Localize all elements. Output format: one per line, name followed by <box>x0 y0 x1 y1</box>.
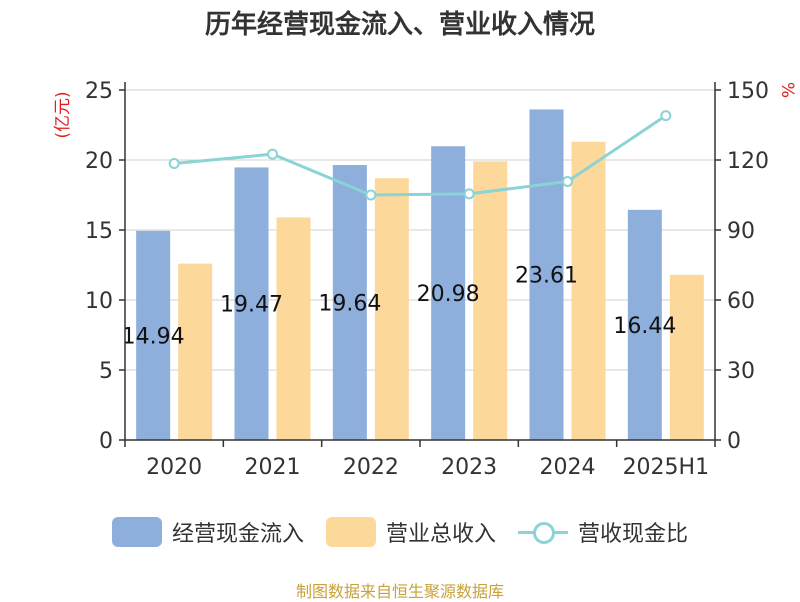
ratio-point-2024 <box>562 175 573 187</box>
right-axis-tick-label: 90 <box>727 219 755 244</box>
legend-label-ratio: 营收现金比 <box>578 522 689 547</box>
x-axis-tick-label: 2023 <box>441 455 497 480</box>
left-axis-tick-label: 20 <box>85 149 113 174</box>
data-label-cash-inflow-2022: 19.64 <box>318 292 381 317</box>
bar-revenue-2023 <box>473 161 508 440</box>
right-axis-title: % <box>777 82 797 98</box>
x-axis-tick-label: 2025H1 <box>623 455 710 480</box>
ratio-point-2021 <box>267 148 278 160</box>
left-axis-title: (亿元) <box>53 91 73 138</box>
ratio-line <box>174 114 667 197</box>
data-label-cash-inflow-2025H1: 16.44 <box>613 314 676 339</box>
right-axis-tick-label: 30 <box>727 359 755 384</box>
data-label-cash-inflow-2021: 19.47 <box>220 293 283 318</box>
bar-cash-inflow-2024 <box>529 109 564 441</box>
chart-title: 历年经营现金流入、营业收入情况 <box>204 10 595 40</box>
bar-cash-inflow-2020 <box>136 230 171 440</box>
right-axis-tick-label: 120 <box>727 149 769 174</box>
bar-cash-inflow-2021 <box>234 167 269 441</box>
data-label-cash-inflow-2023: 20.98 <box>417 282 480 307</box>
legend-swatch-cash-inflow <box>111 517 162 547</box>
left-axis-tick-label: 10 <box>85 289 113 314</box>
line-layer <box>168 110 672 201</box>
source-note: 制图数据来自恒生聚源数据库 <box>295 582 504 601</box>
ratio-point-2023 <box>463 188 475 200</box>
x-axis-tick-label: 2020 <box>146 455 202 480</box>
left-axis-tick-label: 25 <box>85 79 113 104</box>
bar-revenue-2021 <box>276 217 311 440</box>
legend-item-revenue[interactable]: 营业总收入 <box>325 516 496 548</box>
right-axis-tick-label: 0 <box>727 429 741 454</box>
right-axis-tick-label: 150 <box>727 79 769 104</box>
bar-revenue-2022 <box>374 178 409 440</box>
bar-revenue-2025H1 <box>669 274 704 440</box>
bars-layer <box>136 109 704 441</box>
x-axis-tick-label: 2022 <box>343 455 399 480</box>
bar-cash-inflow-2025H1 <box>627 209 662 440</box>
x-axis-tick-label: 2021 <box>245 455 301 480</box>
legend-item-ratio[interactable]: 营收现金比 <box>518 516 688 548</box>
left-axis-tick-label: 5 <box>99 359 113 384</box>
left-axis-tick-label: 15 <box>85 219 113 244</box>
axes-layer: 0 5 10 15 20 25 0 30 60 90 120 150 2020 2021 2022 2023 2… <box>85 79 769 480</box>
legend-label-cash-inflow: 经营现金流入 <box>171 522 304 547</box>
legend: 经营现金流入 营业总收入 营收现金比 <box>0 516 800 548</box>
data-label-cash-inflow-2024: 23.61 <box>515 264 578 289</box>
bar-revenue-2024 <box>571 141 606 441</box>
ratio-point-2025H1 <box>660 110 672 122</box>
bar-revenue-2020 <box>178 263 213 440</box>
left-axis-tick-label: 0 <box>99 429 113 454</box>
legend-label-revenue: 营业总收入 <box>385 522 496 547</box>
ratio-point-2022 <box>365 189 377 201</box>
bar-cash-inflow-2022 <box>332 165 367 441</box>
data-label-cash-inflow-2020: 14.94 <box>122 324 185 349</box>
x-axis-tick-label: 2024 <box>540 455 596 480</box>
ratio-point-2020 <box>168 158 180 169</box>
right-axis-tick-label: 60 <box>727 289 755 314</box>
legend-item-cash-inflow[interactable]: 经营现金流入 <box>111 516 304 548</box>
legend-swatch-revenue <box>325 517 376 547</box>
legend-swatch-ratio <box>518 517 568 547</box>
data-labels-layer: 14.94 19.47 19.64 20.98 23.61 16.44 <box>122 264 676 350</box>
